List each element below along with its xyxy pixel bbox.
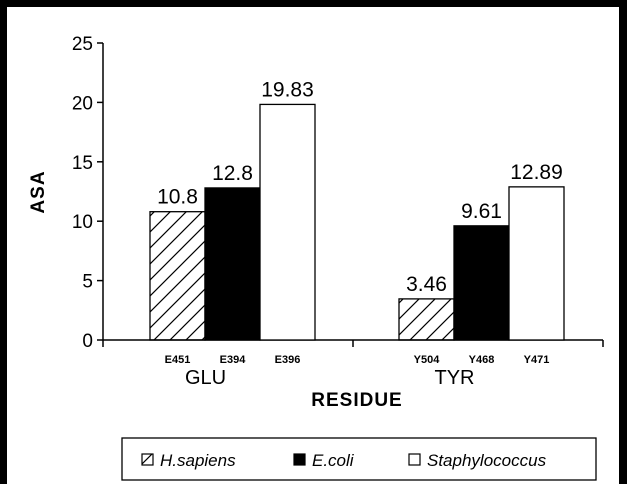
data-label-y504: 3.46 [406, 273, 447, 296]
residue-label-e451: E451 [165, 354, 191, 366]
data-label-e396: 19.83 [261, 78, 314, 101]
bar-e396 [259, 103, 316, 341]
bar-e394 [204, 187, 261, 341]
residue-label-y468: Y468 [469, 354, 495, 366]
residue-label-y504: Y504 [414, 354, 441, 366]
data-label-y468: 9.61 [461, 200, 502, 223]
y-tick-label: 15 [72, 153, 93, 174]
x-axis-title: RESIDUE [311, 390, 402, 411]
legend-label-hsapiens: H.sapiens [160, 451, 236, 470]
y-tick-label: 10 [72, 212, 93, 233]
y-tick-label: 5 [82, 272, 93, 293]
bar-y471 [508, 186, 565, 341]
legend-label-ecoli: E.coli [312, 451, 355, 470]
data-label-y471: 12.89 [510, 161, 563, 184]
y-axis-title: ASA [28, 170, 49, 213]
group-label-tyr: TYR [435, 367, 475, 389]
legend-label-staphylococcus: Staphylococcus [427, 451, 547, 470]
y-tick-label: 20 [72, 93, 93, 114]
residue-label-e396: E396 [275, 354, 301, 366]
bar-y504 [398, 298, 455, 341]
legend-swatch-staphylococcus [408, 453, 421, 466]
data-label-e451: 10.8 [157, 186, 198, 209]
y-tick-label: 25 [72, 34, 93, 55]
residue-label-e394: E394 [220, 354, 247, 366]
group-label-glu: GLU [185, 367, 226, 389]
plot-area: 0 5 10 15 20 25 10.8 E451 12.8 E394 19.83 E396 GLU 3.… [72, 34, 604, 389]
legend-swatch-hsapiens [141, 453, 154, 466]
bar-e451 [149, 211, 206, 341]
bar-y468 [453, 225, 510, 341]
bar-chart: 0 5 10 15 20 25 10.8 E451 12.8 E394 19.83 E396 GLU 3.… [28, 34, 604, 481]
residue-label-y471: Y471 [524, 354, 550, 366]
legend: H.sapiens E.coli Staphylococcus [121, 437, 597, 481]
legend-swatch-ecoli [293, 453, 306, 466]
y-tick-label: 0 [82, 331, 93, 352]
data-label-e394: 12.8 [212, 162, 253, 185]
legend-box [121, 437, 597, 481]
